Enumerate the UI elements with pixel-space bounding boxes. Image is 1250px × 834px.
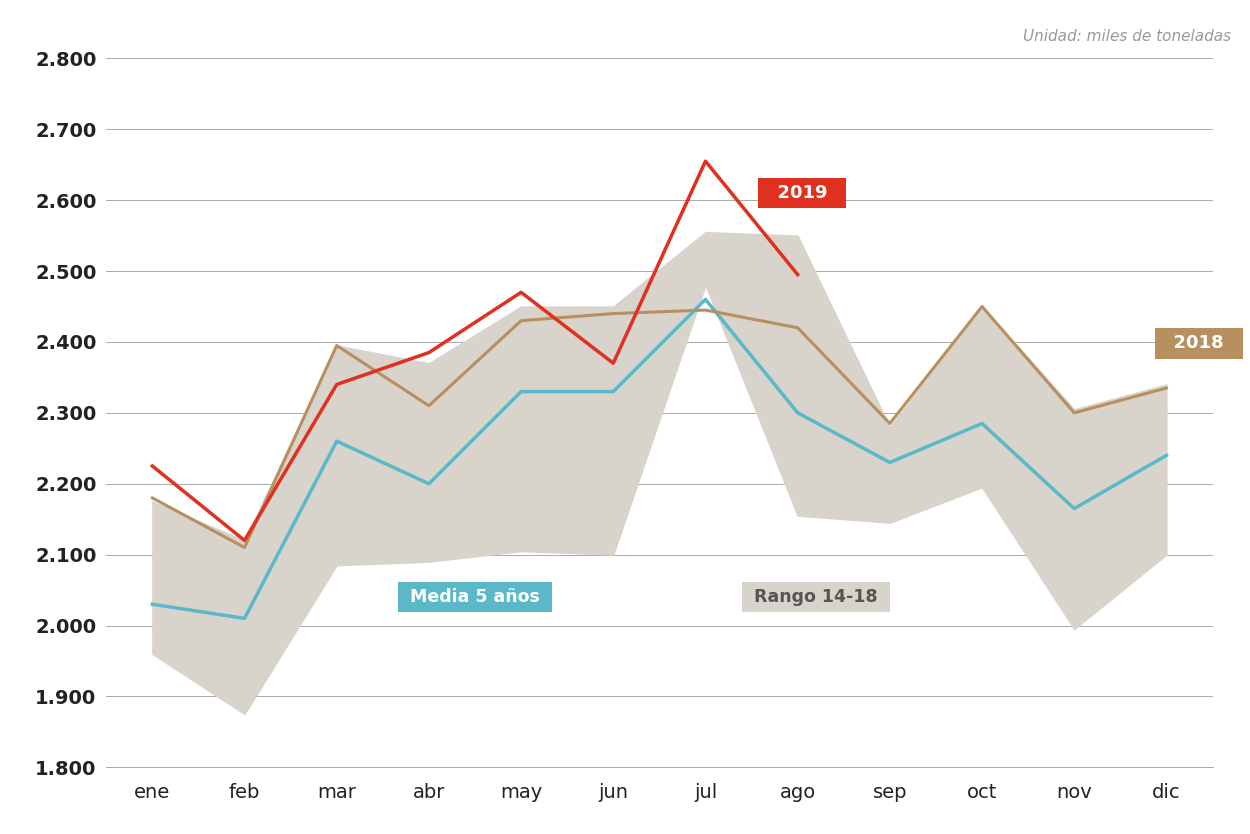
Text: Unidad: miles de toneladas: Unidad: miles de toneladas xyxy=(1022,29,1231,44)
Text: Media 5 años: Media 5 años xyxy=(404,588,546,606)
Text: 2019: 2019 xyxy=(765,184,840,202)
Text: Rango 14-18: Rango 14-18 xyxy=(749,588,884,606)
Text: 2018: 2018 xyxy=(1161,334,1236,352)
